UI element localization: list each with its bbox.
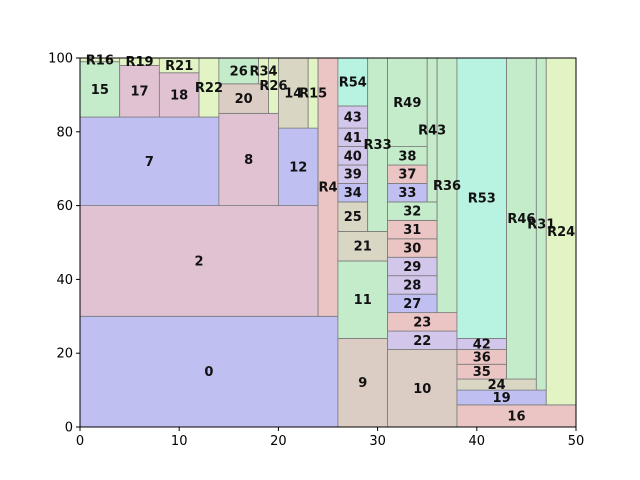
treemap-rect-17 <box>119 64 160 118</box>
treemap-label-9: 9 <box>358 376 367 391</box>
treemap-rect-0 <box>79 315 339 428</box>
treemap-label-21: 21 <box>354 240 372 255</box>
treemap-rect-8 <box>218 112 279 206</box>
treemap-label-41: 41 <box>344 131 362 146</box>
treemap-label-r36: R36 <box>433 179 461 194</box>
treemap-label-r49: R49 <box>393 96 421 111</box>
treemap-rect-25 <box>337 201 369 232</box>
treemap-label-33: 33 <box>398 186 416 201</box>
treemap-label-17: 17 <box>130 85 148 100</box>
treemap-rect-9 <box>337 338 388 428</box>
treemap-label-r54: R54 <box>339 75 367 90</box>
treemap-label-37: 37 <box>398 168 416 183</box>
treemap-label-8: 8 <box>244 153 253 168</box>
x-tick-label: 40 <box>469 434 486 449</box>
treemap-rect-21 <box>337 231 388 262</box>
treemap-label-r34: R34 <box>249 64 277 79</box>
x-tick-label: 20 <box>270 434 287 449</box>
treemap-label-r15: R15 <box>299 87 327 102</box>
treemap-rect-15 <box>79 61 121 118</box>
treemap-label-r24: R24 <box>547 225 575 240</box>
treemap-label-r33: R33 <box>364 138 392 153</box>
treemap-label-r19: R19 <box>125 55 153 70</box>
plot-frame <box>79 57 577 428</box>
treemap-label-22: 22 <box>413 334 431 349</box>
treemap-label-0: 0 <box>204 365 213 380</box>
treemap-rect-11 <box>337 260 388 339</box>
y-tick-label: 60 <box>56 199 73 214</box>
treemap-label-19: 19 <box>493 391 511 406</box>
treemap-label-35: 35 <box>473 365 491 380</box>
x-tick-label: 10 <box>171 434 188 449</box>
y-tick-label: 100 <box>48 52 73 67</box>
treemap-label-30: 30 <box>403 242 421 257</box>
treemap-label-36: 36 <box>473 350 491 365</box>
treemap-label-38: 38 <box>398 149 416 164</box>
treemap-label-40: 40 <box>344 149 362 164</box>
treemap-rect-12 <box>277 127 319 206</box>
treemap-rect-r53 <box>456 57 507 339</box>
treemap-label-2: 2 <box>195 254 204 269</box>
treemap-label-27: 27 <box>403 297 421 312</box>
treemap-label-23: 23 <box>413 315 431 330</box>
treemap-label-43: 43 <box>344 111 362 126</box>
treemap-rect-14 <box>277 57 309 129</box>
treemap-label-12: 12 <box>289 160 307 175</box>
treemap-label-7: 7 <box>145 155 154 170</box>
treemap-label-42: 42 <box>473 337 491 352</box>
treemap-label-39: 39 <box>344 168 362 183</box>
treemap-label-r26: R26 <box>259 79 287 94</box>
treemap-rect-18 <box>158 72 200 118</box>
y-tick-label: 80 <box>56 125 73 140</box>
treemap-rect-10 <box>387 349 458 428</box>
treemap-label-28: 28 <box>403 278 421 293</box>
treemap-label-29: 29 <box>403 260 421 275</box>
y-tick-label: 0 <box>65 421 73 436</box>
treemap-label-r21: R21 <box>165 59 193 74</box>
treemap-rect-20 <box>218 83 269 114</box>
treemap-rect-7 <box>79 116 220 206</box>
y-tick-label: 40 <box>56 273 73 288</box>
x-tick-label: 50 <box>568 434 585 449</box>
rects-layer <box>79 57 577 428</box>
treemap-label-24: 24 <box>488 378 506 393</box>
treemap-label-r22: R22 <box>195 81 223 96</box>
treemap-label-11: 11 <box>354 293 372 308</box>
treemap-rect-r54 <box>337 57 369 107</box>
treemap-label-r53: R53 <box>468 192 496 207</box>
treemap-label-r46: R46 <box>507 212 535 227</box>
treemap-label-10: 10 <box>413 382 431 397</box>
treemap-label-14: 14 <box>284 87 302 102</box>
treemap-label-20: 20 <box>235 92 253 107</box>
x-tick-label: 0 <box>76 434 84 449</box>
treemap-label-32: 32 <box>403 205 421 220</box>
x-tick-label: 30 <box>369 434 386 449</box>
treemap-label-25: 25 <box>344 210 362 225</box>
treemap-label-16: 16 <box>507 409 525 424</box>
treemap-label-18: 18 <box>170 88 188 103</box>
treemap-label-r16: R16 <box>86 53 114 68</box>
treemap-label-34: 34 <box>344 186 362 201</box>
y-tick-label: 20 <box>56 347 73 362</box>
treemap-label-r31: R31 <box>527 218 555 233</box>
treemap-label-15: 15 <box>91 83 109 98</box>
treemap-label-31: 31 <box>403 223 421 238</box>
treemap-label-r43: R43 <box>418 123 446 138</box>
treemap-label-26: 26 <box>230 64 248 79</box>
treemap-label-r4: R4 <box>318 181 337 196</box>
treemap-rect-r24 <box>545 57 577 406</box>
